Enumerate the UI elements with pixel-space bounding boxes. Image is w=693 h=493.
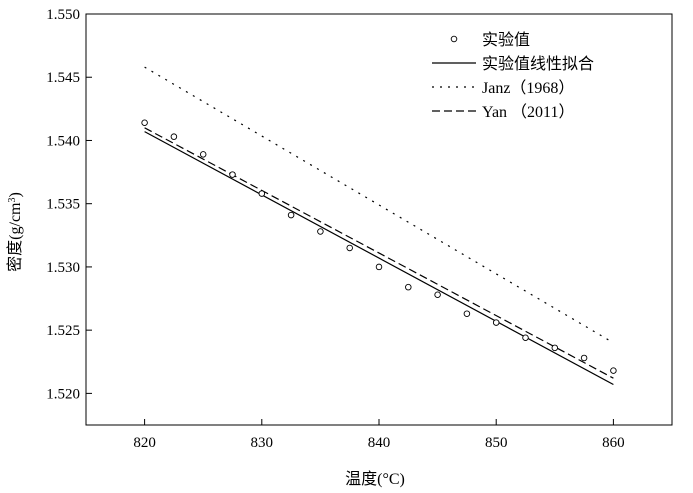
legend-marker [450, 35, 458, 43]
data-point [141, 119, 148, 127]
data-point [170, 133, 178, 140]
data-point [287, 211, 295, 219]
x-tick-label: 860 [602, 435, 625, 451]
data-point [551, 344, 559, 352]
legend-label: 实验值 [482, 31, 530, 49]
y-axis-ticks: 1.520 1.525 1.530 1.535 1.540 1.545 1.550 [46, 7, 92, 402]
data-point [492, 319, 500, 326]
data-point [346, 244, 353, 252]
y-tick-label: 1.520 [46, 386, 80, 402]
legend-label: 实验值线性拟合 [482, 55, 594, 73]
data-point [522, 334, 529, 341]
y-axis-title: 密度(g/cm3) [6, 192, 24, 272]
x-tick-label: 830 [251, 435, 274, 451]
plot-frame [85, 13, 673, 426]
data-point [580, 354, 588, 362]
fit-line [144, 131, 614, 386]
data-point [610, 367, 617, 374]
yan-line [144, 127, 614, 379]
x-tick-label: 820 [133, 435, 156, 451]
y-axis-title-superscript: 3 [7, 198, 18, 203]
x-axis-title: 温度(°C) [345, 470, 405, 488]
data-point [229, 171, 236, 178]
legend-label: Yan （2011） [482, 103, 574, 121]
y-axis-title-main: 密度(g/cm [6, 202, 24, 272]
y-tick-label: 1.535 [46, 197, 80, 213]
data-point [317, 228, 324, 235]
y-tick-label: 1.545 [46, 70, 80, 86]
data-point [375, 263, 383, 271]
y-tick-label: 1.540 [46, 133, 80, 149]
data-point [405, 283, 412, 291]
y-tick-label: 1.550 [46, 7, 80, 23]
x-tick-label: 840 [368, 435, 391, 451]
data-point [463, 310, 471, 317]
legend-label: Janz（1968） [482, 79, 574, 97]
y-axis-title-close: ) [7, 192, 24, 197]
x-tick-label: 850 [485, 435, 508, 451]
y-tick-label: 1.530 [46, 260, 80, 276]
data-point [199, 151, 207, 158]
x-axis-ticks: 820 830 840 850 860 [133, 419, 625, 451]
data-point [258, 190, 266, 197]
series-lines [144, 66, 614, 386]
series-points [141, 119, 617, 374]
data-point [434, 291, 441, 298]
y-tick-label: 1.525 [46, 323, 80, 339]
